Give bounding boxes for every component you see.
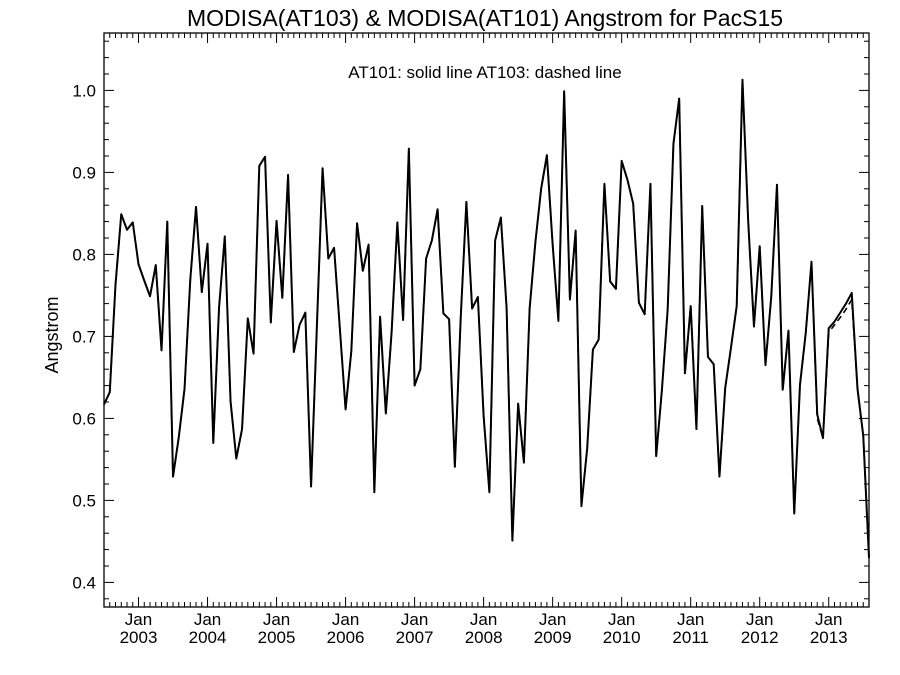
x-tick-label-year: 2005 — [258, 628, 296, 647]
y-tick-label: 0.9 — [72, 163, 96, 182]
x-tick-label-month: Jan — [539, 610, 566, 629]
axis-ticks — [103, 33, 870, 607]
x-tick-label-month: Jan — [677, 610, 704, 629]
x-tick-label-year: 2004 — [189, 628, 227, 647]
x-tick-label-month: Jan — [608, 610, 635, 629]
x-tick-label-year: 2006 — [327, 628, 365, 647]
x-tick-label-month: Jan — [746, 610, 773, 629]
axis-tick-labels: 0.40.50.60.70.80.91.0Jan2003Jan2004Jan20… — [72, 81, 847, 647]
y-tick-label: 1.0 — [72, 81, 96, 100]
x-tick-label-year: 2008 — [465, 628, 503, 647]
x-tick-label-month: Jan — [401, 610, 428, 629]
x-tick-label-year: 2009 — [534, 628, 572, 647]
x-tick-label-month: Jan — [332, 610, 359, 629]
x-tick-label-month: Jan — [194, 610, 221, 629]
x-tick-label-month: Jan — [125, 610, 152, 629]
y-tick-label: 0.4 — [72, 573, 96, 592]
chart-title: MODISA(AT103) & MODISA(AT101) Angstrom f… — [187, 5, 783, 31]
y-tick-label: 0.7 — [72, 327, 96, 346]
y-tick-label: 0.8 — [72, 245, 96, 264]
x-tick-label-month: Jan — [815, 610, 842, 629]
x-tick-label-year: 2003 — [120, 628, 158, 647]
x-tick-label-month: Jan — [470, 610, 497, 629]
series-style-annotation: AT101: solid line AT103: dashed line — [348, 63, 621, 82]
series-line-dashed — [103, 78, 870, 558]
series-lines — [103, 78, 870, 558]
x-tick-label-year: 2011 — [672, 628, 709, 647]
y-tick-label: 0.6 — [72, 409, 96, 428]
x-tick-label-year: 2010 — [603, 628, 641, 647]
y-axis-label: Angstrom — [42, 296, 62, 373]
y-tick-label: 0.5 — [72, 491, 96, 510]
x-tick-label-year: 2013 — [810, 628, 848, 647]
x-tick-label-year: 2012 — [741, 628, 779, 647]
x-tick-label-month: Jan — [263, 610, 290, 629]
x-tick-label-year: 2007 — [396, 628, 434, 647]
